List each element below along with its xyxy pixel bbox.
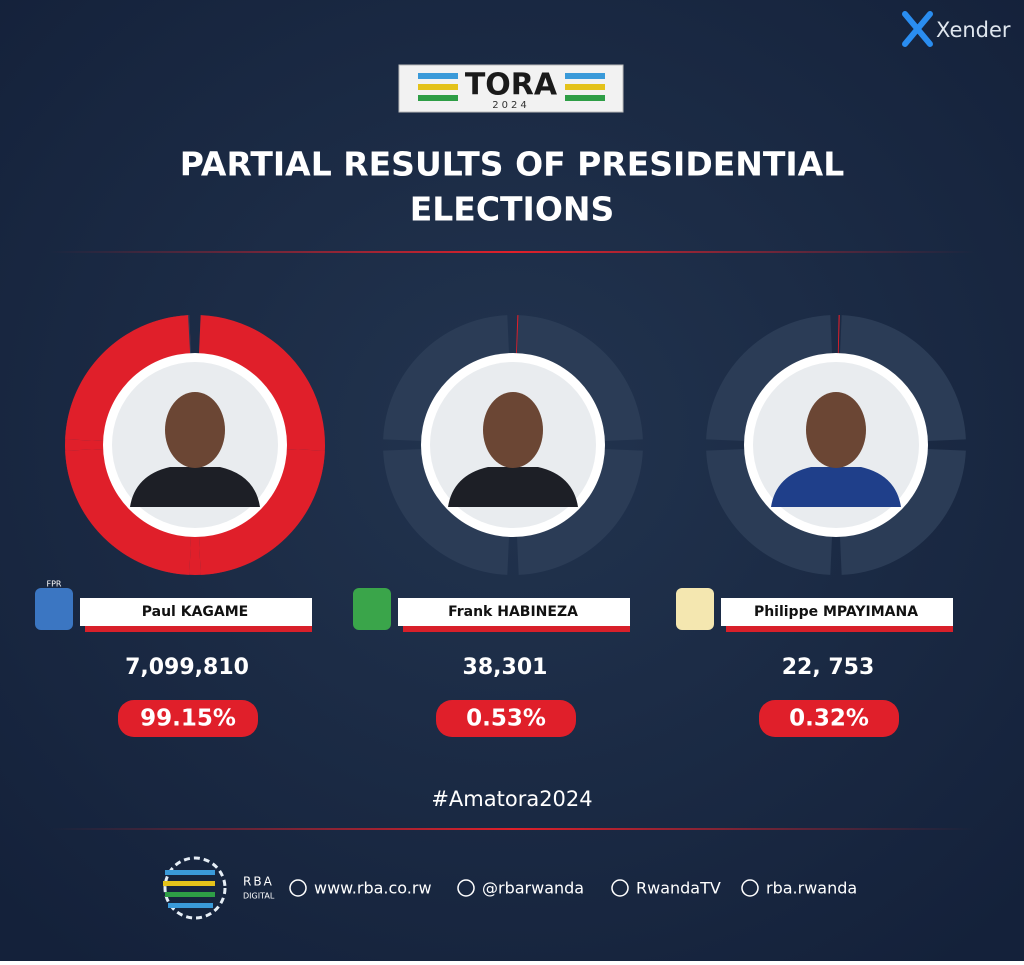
divider	[50, 828, 975, 830]
portrait	[448, 467, 578, 507]
name-underline	[85, 626, 312, 632]
logo-year: 2024	[492, 100, 529, 111]
footer: RBA DIGITAL www.rba.co.rw @rbarwanda Rwand…	[163, 856, 857, 920]
portrait	[130, 467, 260, 507]
footer-link: RwandaTV	[636, 879, 721, 898]
footer-link: rba.rwanda	[766, 879, 857, 898]
footer-link: www.rba.co.rw	[314, 879, 432, 898]
watermark: Xender	[902, 11, 1011, 47]
name-underline	[726, 626, 953, 632]
portrait	[771, 467, 901, 507]
link-icon	[741, 879, 759, 897]
ring-segment	[515, 315, 519, 364]
ring-track	[383, 448, 510, 575]
title: PARTIAL RESULTS OF PRESIDENTIAL	[180, 145, 845, 184]
candidate-name: Frank HABINEZA	[448, 604, 578, 620]
percent: 0.32%	[789, 706, 869, 732]
portrait-head	[483, 392, 543, 468]
ring-track	[706, 315, 833, 442]
ring-track	[383, 315, 510, 442]
percent-pill	[436, 700, 576, 737]
party-logo	[35, 588, 73, 630]
brand: RBA	[243, 875, 274, 889]
ring-track	[839, 315, 966, 442]
link-icon	[457, 879, 475, 897]
divider	[50, 251, 975, 253]
name-banner	[80, 598, 312, 626]
party-logo	[353, 588, 391, 630]
percent-pill	[118, 700, 258, 737]
name-banner	[398, 598, 630, 626]
name-banner	[721, 598, 953, 626]
candidate-name: Paul KAGAME	[142, 604, 248, 620]
ring-track	[516, 315, 643, 442]
portrait-head	[165, 392, 225, 468]
name-underline	[403, 626, 630, 632]
portrait-head	[806, 392, 866, 468]
party-logo	[676, 588, 714, 630]
ring-track	[516, 448, 643, 575]
footer-link: @rbarwanda	[482, 879, 584, 898]
logo-title: TORA	[465, 68, 558, 103]
candidate-name: Philippe MPAYIMANA	[754, 604, 918, 620]
ring-track	[839, 448, 966, 575]
brand-sub: DIGITAL	[243, 892, 275, 901]
ring-segment	[837, 315, 840, 364]
votes: 22, 753	[782, 655, 875, 680]
votes: 7,099,810	[125, 655, 249, 680]
link-icon	[611, 879, 629, 897]
title: ELECTIONS	[410, 190, 615, 229]
percent-pill	[759, 700, 899, 737]
ring-segment	[198, 448, 325, 575]
percent: 99.15%	[140, 706, 236, 732]
link-icon	[289, 879, 307, 897]
ring-track	[706, 448, 833, 575]
percent: 0.53%	[466, 706, 546, 732]
hashtag: #Amatora2024	[431, 787, 592, 811]
ring-segment	[65, 448, 192, 575]
votes: 38,301	[463, 655, 548, 680]
watermark-text: Xender	[936, 18, 1011, 42]
tora-logo: TORA 2024	[398, 64, 624, 113]
party-name: FPR	[47, 580, 62, 589]
ring-segment	[65, 315, 191, 442]
